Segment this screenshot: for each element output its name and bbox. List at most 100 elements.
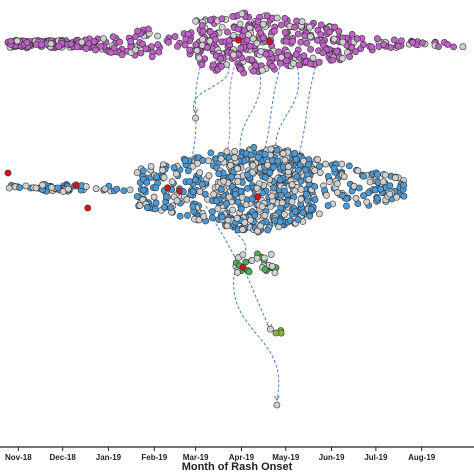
cluster-a-case-point [134,27,141,35]
cluster-b-case-point [243,184,251,192]
cluster-b-case-point [205,172,213,180]
cluster-b-case-point [113,185,121,193]
cluster-b-case-point [330,165,338,172]
cluster-b-case-point [217,185,225,193]
cluster-a-case-point [195,54,203,62]
cluster-b-case-point [253,184,261,192]
cluster-a-case-point [306,23,314,31]
cluster-b-case-point [292,155,300,163]
cluster-a-case-point [281,14,289,22]
cluster-b-case-point [281,156,289,164]
cluster-b-case-point [379,178,387,186]
x-tick-label: Jul-19 [364,453,388,462]
cluster-a-case-point [348,31,356,38]
cluster-b-case-point [274,157,282,165]
cluster-a-case-point [55,43,63,50]
cluster-a-case-point [283,37,291,45]
cluster-a-case-point [132,33,139,41]
cluster-a-case-point [246,42,254,50]
cluster-a-case-point [301,32,309,40]
cluster-b-case-point [288,198,296,206]
cluster-b-case-point [201,190,209,198]
cluster-a-case-point [276,59,284,67]
cluster-b-case-point [278,199,286,207]
cluster-b-case-point [257,222,264,230]
cluster-b-case-point [242,201,250,209]
cluster-a-case-point [67,40,75,48]
cluster-a-case-point [110,44,118,52]
x-tick-label: Jun-19 [319,453,345,462]
cluster-a-case-point [203,44,211,51]
cluster-a-case-point [368,43,376,51]
cluster-b-case-point [300,157,307,165]
cluster-b-case-point [302,190,310,198]
index-case-point [235,36,242,44]
cluster-b-case-point [196,169,204,177]
cluster-b-case-point [160,203,168,211]
cluster-a-case-point [352,48,359,56]
cluster-a-case-point [259,20,267,28]
cluster-a-case-point [435,43,442,51]
cluster-b-case-point [143,179,151,186]
cluster-a-case-point [139,40,147,48]
cluster-b-case-point [199,157,207,164]
cluster-a-case-point [237,44,245,52]
cluster-c-case-point [239,251,247,259]
cluster-a-case-point [295,61,303,69]
cluster-b-case-point [195,216,203,224]
cluster-a-case-point [292,51,300,58]
cluster-b-case-point [277,192,285,199]
cluster-a-case-point [218,62,225,70]
cluster-a-case-point [339,54,346,62]
cluster-b-case-point [267,145,275,153]
cluster-b-case-point [172,170,180,178]
cluster-b-case-point [352,194,360,202]
cluster-a-case-point [278,53,285,61]
cluster-b-case-point [306,212,313,220]
cluster-a-case-point [229,13,237,20]
cluster-b-case-point [241,219,249,226]
cluster-a-case-point [249,67,257,75]
cluster-b-case-point [294,216,302,223]
cluster-b-case-point [208,208,216,216]
cluster-a-case-point [307,33,314,41]
cluster-b-case-point [159,166,167,174]
cluster-a-case-point [289,37,296,45]
cluster-a-case-point [193,47,201,54]
index-case-point [164,184,171,192]
cluster-b-case-point [101,185,109,193]
cluster-b-case-point [270,184,277,192]
cluster-a-case-point [154,41,162,48]
cluster-a-case-point [23,39,31,47]
cluster-b-case-point [22,182,30,190]
cluster-a-case-point [148,53,156,61]
x-axis: Nov-18 Dec-18 Jan-19 Feb-19 Mar-19 Apr-19 May-… [0,446,474,462]
cluster-a-case-point [330,35,338,43]
cluster-a-case-point [306,60,314,68]
cluster-b-case-point [136,202,144,209]
cluster-a-case-point [390,36,398,44]
cluster-a-case-point [409,39,417,46]
cluster-a-case-point [118,51,126,59]
cluster-b-case-point [160,174,168,181]
cluster-b-case-point [374,194,381,202]
cluster-a-case-point [218,15,226,23]
cluster-b-case-point [345,162,353,170]
cluster-b-case-point [218,213,226,221]
cluster-b-case-point [400,181,408,189]
cluster-a-case-point [346,53,354,61]
cluster-b-case-point [247,216,254,224]
cluster-a-case-point [199,27,207,35]
cluster-b-case-point [82,183,90,190]
cluster-a-case-point [271,27,278,35]
cluster-a-case-point [199,36,206,43]
index-case-point [72,181,80,189]
cluster-b-case-point [291,207,299,215]
cluster-b-case-point [354,167,362,175]
cluster-a-case-point [254,18,262,25]
cluster-a-case-point [303,39,311,47]
cluster-b-case-point [196,188,204,196]
cluster-b-case-point [288,181,296,189]
cluster-b-case-point [264,161,271,169]
cluster-a-case-point [281,28,289,36]
